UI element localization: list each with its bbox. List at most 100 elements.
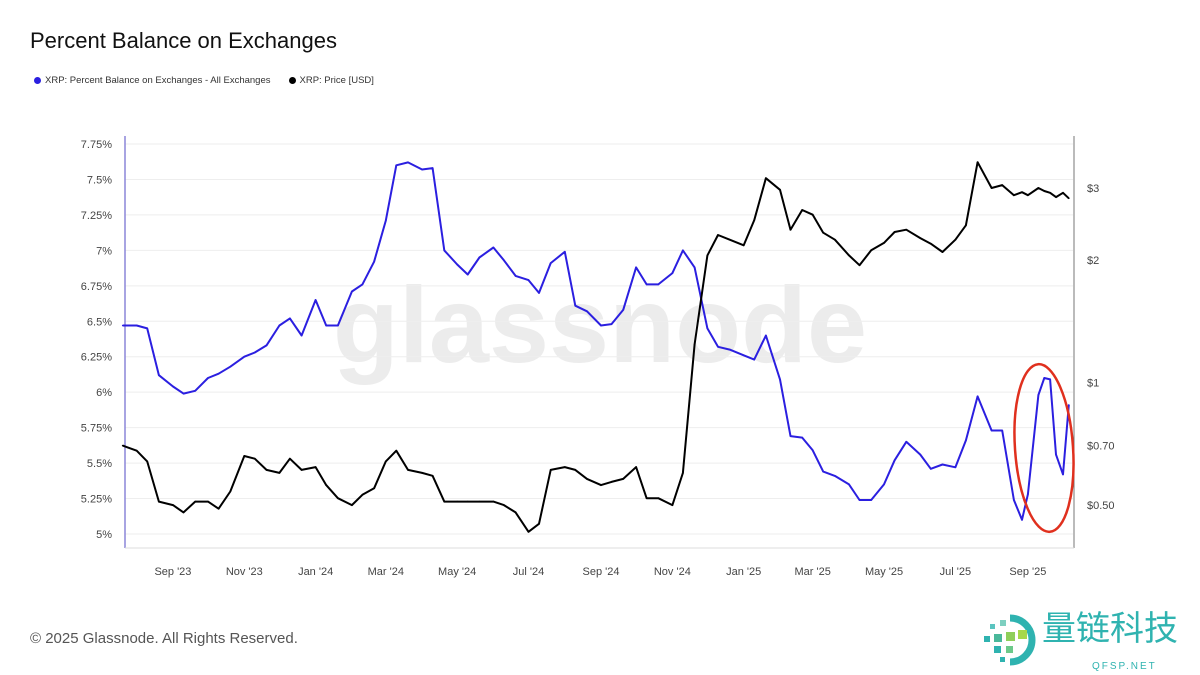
y-left-tick-label: 7.75% [81,139,112,151]
data-point [549,469,552,471]
data-point [728,348,731,351]
data-point [478,500,481,503]
data-point [622,309,624,311]
x-tick-label: Jan '25 [726,566,761,578]
x-tick-label: Jul '25 [940,566,971,578]
data-point [1013,194,1015,196]
x-tick-label: Sep '24 [583,566,620,578]
data-point [811,213,814,216]
x-tick-label: Jan '24 [298,566,333,578]
data-point [229,490,232,493]
data-point [289,317,291,320]
chart-title: Percent Balance on Exchanges [30,28,337,53]
data-point [456,263,459,266]
data-point [779,378,781,381]
data-point [574,469,577,471]
data-point [538,523,540,525]
legend-dot-black [288,77,296,84]
data-point [930,468,932,470]
series-line-price [122,161,1070,533]
qfsp-logo: 量链科技 QFSP.NET [980,610,1200,675]
data-point [919,237,922,239]
data-point [146,460,148,463]
data-point [373,260,375,263]
data-point [314,466,317,468]
y-left-tick-label: 6% [96,387,112,399]
data-point [431,475,434,477]
y-right-tick-label: $0.50 [1087,500,1115,512]
data-point [657,283,660,286]
legend-item-price[interactable]: XRP: Price [USD] [288,75,374,86]
x-tick-label: May '25 [865,566,903,578]
data-point [717,234,719,236]
legend-item-exchange-balance[interactable]: XRP: Percent Balance on Exchanges - All … [34,75,271,86]
data-point [954,466,957,469]
data-point [1027,194,1029,196]
data-point [941,463,944,466]
data-point [1021,519,1023,521]
data-point [1043,190,1046,192]
data-point [182,511,185,514]
data-point [586,478,588,480]
data-point [503,259,505,262]
x-tick-label: Nov '23 [226,566,263,578]
y-left-tick-label: 6.5% [87,316,112,328]
data-point [421,168,423,171]
data-point [883,483,885,486]
data-point [395,449,398,452]
data-point [753,219,755,222]
data-point [1037,394,1040,396]
points-exchange-balance [121,161,1070,521]
y-right-tick-label: $2 [1087,255,1099,267]
data-point [1049,378,1051,381]
data-point [254,457,256,460]
data-point [431,167,434,169]
logo-mark-icon [984,614,1036,666]
data-point [492,246,495,249]
legend: XRP: Percent Balance on Exchanges - All … [34,75,374,86]
data-point [194,390,196,392]
annotation-circle [1013,362,1075,534]
data-point [514,511,517,514]
data-point [858,499,861,501]
y-left-tick-label: 5.75% [81,423,112,435]
data-point [822,470,824,473]
data-point [503,504,505,506]
data-point [325,324,328,327]
data-point [765,177,767,179]
data-point [905,441,908,443]
x-tick-label: Sep '23 [154,566,191,578]
data-point [1037,187,1040,189]
data-point [514,275,517,277]
legend-dot-blue [34,77,41,84]
copyright-footer: © 2025 Glassnode. All Rights Reserved. [30,630,298,647]
data-point [954,238,957,241]
data-point [385,460,387,463]
data-point [586,310,588,313]
data-point [172,504,174,506]
data-point [121,444,124,447]
data-point [893,459,896,462]
x-tick-label: Sep '25 [1009,566,1046,578]
data-point [351,504,353,506]
data-point [822,231,824,234]
data-point [1027,493,1029,496]
data-point [1062,192,1064,194]
data-point [278,324,281,327]
data-point [135,449,138,452]
data-point [789,228,792,231]
y-left-tick-label: 6.75% [81,281,112,293]
data-point [254,351,256,354]
data-point [1001,184,1003,186]
data-point [965,224,967,227]
data-point [217,507,220,510]
data-point [600,484,602,486]
data-point [146,327,148,330]
data-point [1043,377,1046,379]
data-point [635,466,637,468]
y-left-tick-label: 5% [96,529,112,541]
data-point [527,531,530,533]
data-point [289,457,291,460]
data-point [811,449,814,452]
legend-label: XRP: Percent Balance on Exchanges - All … [45,75,271,86]
